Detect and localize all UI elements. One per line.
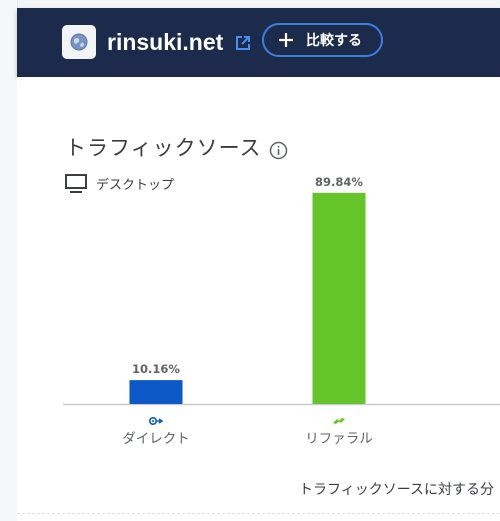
info-icon[interactable] (269, 141, 288, 160)
left-rail (0, 0, 18, 521)
device-label: デスクトップ (96, 178, 175, 193)
compare-button-label: 比較する (306, 33, 362, 49)
referral-icon (333, 418, 345, 424)
category-label: リファラル (305, 431, 373, 447)
site-favicon (62, 25, 96, 59)
site-name: rinsuki.net (107, 29, 224, 55)
plus-icon (279, 33, 293, 47)
direct-icon (148, 416, 164, 426)
external-link-icon[interactable] (234, 34, 252, 52)
section-title: トラフィックソース (65, 136, 262, 160)
bar-value-label: 10.16% (132, 362, 180, 376)
bar-referral[interactable] (312, 192, 366, 404)
globe-icon (70, 33, 88, 51)
compare-button[interactable]: 比較する (262, 23, 383, 57)
desktop-icon (65, 174, 87, 193)
category-label: ダイレクト (122, 431, 190, 447)
footer-note: トラフィックソースに対する分 (299, 482, 495, 498)
site-header: rinsuki.net 比較する (17, 8, 500, 77)
bar-direct[interactable] (129, 380, 183, 404)
traffic-sources-card: トラフィックソース デスクトップ 10.16% ダイレクト 89.84% リファラル … (17, 77, 500, 521)
bar-value-label: 89.84% (315, 175, 363, 189)
traffic-bar-chart: 10.16% ダイレクト 89.84% リファラル (63, 175, 500, 447)
divider (17, 513, 500, 514)
